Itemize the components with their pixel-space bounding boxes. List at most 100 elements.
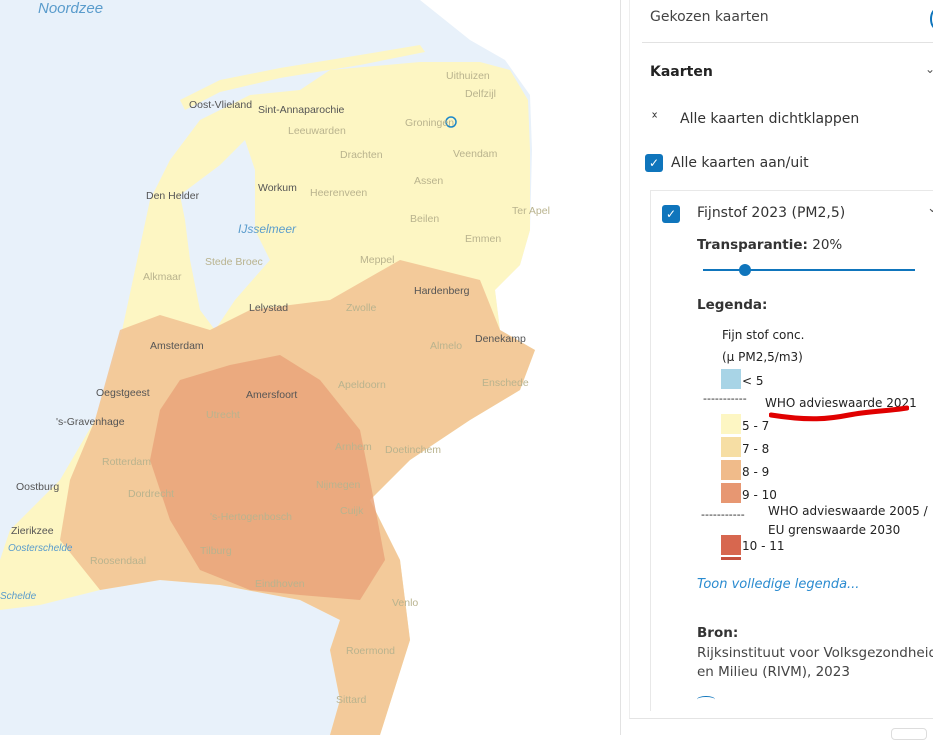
place-label: Rotterdam (102, 456, 152, 468)
legend-label: Legenda: (697, 297, 768, 313)
place-label: Zwolle (346, 302, 377, 314)
transparency-slider[interactable] (703, 264, 915, 276)
place-label: Amersfoort (246, 389, 298, 401)
place-label: Leeuwarden (288, 125, 346, 137)
place-label: Enschede (482, 377, 529, 389)
place-label: Utrecht (206, 409, 240, 421)
place-label: Delfzijl (465, 88, 496, 100)
transparency-label: Transparantie: (697, 237, 808, 253)
place-label: Nijmegen (316, 479, 361, 491)
place-label: Beilen (410, 213, 440, 225)
wadden-islands (180, 45, 425, 110)
place-label: Zierikzee (11, 525, 54, 537)
label-schelde: Schelde (0, 591, 37, 602)
place-label: Amsterdam (150, 340, 204, 352)
divider (642, 42, 933, 43)
place-label: Workum (258, 182, 297, 194)
place-label: Drachten (340, 149, 383, 161)
location-marker[interactable] (445, 116, 457, 128)
place-label: Oost-Vlieland (189, 99, 253, 111)
legend-title: Fijn stof conc. (722, 328, 805, 342)
place-label: Oegstgeest (96, 387, 150, 399)
layer-card: ✓ Fijnstof 2023 (PM2,5) ⌄ Transparantie:… (650, 190, 933, 711)
label-oosterschelde: Oosterschelde (8, 543, 73, 554)
info-circle-icon[interactable] (697, 696, 715, 703)
place-label: Roermond (346, 645, 396, 657)
legend-item-label: < 5 (742, 374, 764, 388)
place-label: Alkmaar (143, 271, 182, 283)
toggle-all-label[interactable]: Alle kaarten aan/uit (671, 155, 809, 171)
place-label: Doetinchem (385, 444, 442, 456)
side-panel: Gekozen kaarten Kaarten ⌄ ⌄ ⌃ Alle kaarte… (620, 0, 933, 740)
legend-dashed-line: ----------- (703, 392, 747, 405)
map-view[interactable]: Noordzee IJsselmeer Oosterschelde Scheld… (0, 0, 620, 735)
transparency-value: 20% (812, 237, 843, 253)
land-9-10 (150, 355, 385, 600)
legend-swatch (721, 369, 741, 389)
red-annotation-stroke (769, 405, 909, 422)
place-label: Sittard (336, 694, 367, 706)
place-label: Tilburg (200, 545, 232, 557)
place-label: Hardenberg (414, 285, 470, 297)
legend-item-label: 9 - 10 (742, 488, 777, 502)
legend-who-2005: WHO advieswaarde 2005 / (768, 504, 928, 518)
place-label: Meppel (360, 254, 395, 266)
legend-item-label: 7 - 8 (742, 442, 770, 456)
place-label: Ter Apel (512, 205, 550, 217)
legend-item-label: 10 - 11 (742, 539, 785, 553)
place-label: Heerenveen (310, 187, 368, 199)
place-label: Arnhem (335, 441, 372, 453)
place-label: Venlo (392, 597, 419, 609)
legend-swatch (721, 437, 741, 457)
legend-dashed-line: ----------- (701, 508, 745, 521)
ijsselmeer (180, 140, 270, 330)
place-label: Den Helder (146, 190, 200, 202)
layer-checkbox[interactable]: ✓ (662, 205, 680, 223)
place-label: Veendam (453, 148, 498, 160)
map-canvas (0, 0, 620, 735)
place-label: Assen (414, 175, 444, 187)
chevron-down-icon[interactable]: ⌄ (925, 62, 933, 76)
legend-eu-2030: EU grenswaarde 2030 (768, 523, 901, 537)
layer-chevron-icon[interactable]: ⌄ (927, 201, 933, 216)
legend-item-label: 8 - 9 (742, 465, 770, 479)
maps-section-header[interactable]: Kaarten (650, 64, 713, 80)
place-label: 's-Gravenhage (56, 416, 125, 428)
place-label: Roosendaal (90, 555, 147, 567)
label-noordzee: Noordzee (38, 0, 104, 17)
place-label: Denekamp (475, 333, 526, 345)
place-label: Uithuizen (446, 70, 490, 82)
collapse-all-icon[interactable]: ⌄ ⌃ (650, 105, 660, 126)
place-label: Almelo (430, 340, 463, 352)
legend-who-2021: WHO advieswaarde 2021 (765, 396, 917, 410)
legend-item-label: 5 - 7 (742, 419, 770, 433)
place-label: Apeldoorn (338, 379, 386, 391)
place-label: Lelystad (249, 302, 289, 314)
place-label: Dordrecht (128, 488, 175, 500)
place-label: Oostburg (16, 481, 60, 493)
label-ijsselmeer: IJsselmeer (238, 222, 297, 236)
legend-unit: (µ PM2,5/m3) (722, 350, 803, 364)
slider-thumb[interactable] (739, 264, 752, 276)
legend-swatch (721, 460, 741, 480)
footer-button[interactable] (891, 728, 927, 740)
legend-swatch (721, 483, 741, 503)
legend-swatch (721, 414, 741, 434)
legend-swatch (721, 535, 741, 555)
place-label: Stede Broec (205, 256, 263, 268)
source-text-2: en Milieu (RIVM), 2023 (697, 664, 850, 680)
chosen-maps-header[interactable]: Gekozen kaarten (650, 9, 769, 25)
layer-title: Fijnstof 2023 (PM2,5) (697, 205, 846, 221)
collapse-all-button[interactable]: Alle kaarten dichtklappen (680, 111, 860, 127)
place-label: Sint-Annaparochie (258, 104, 345, 116)
full-legend-link[interactable]: Toon volledige legenda... (697, 577, 860, 592)
source-label: Bron: (697, 625, 739, 641)
place-label: Cuijk (340, 505, 364, 517)
place-label: Eindhoven (255, 578, 305, 590)
legend-swatch-cut (721, 557, 741, 560)
place-label: Groningen (405, 117, 455, 129)
place-label: Emmen (465, 233, 502, 245)
source-text-1: Rijksinstituut voor Volksgezondheid (697, 645, 933, 661)
germany-land (370, 0, 620, 735)
toggle-all-checkbox[interactable]: ✓ (645, 154, 663, 172)
